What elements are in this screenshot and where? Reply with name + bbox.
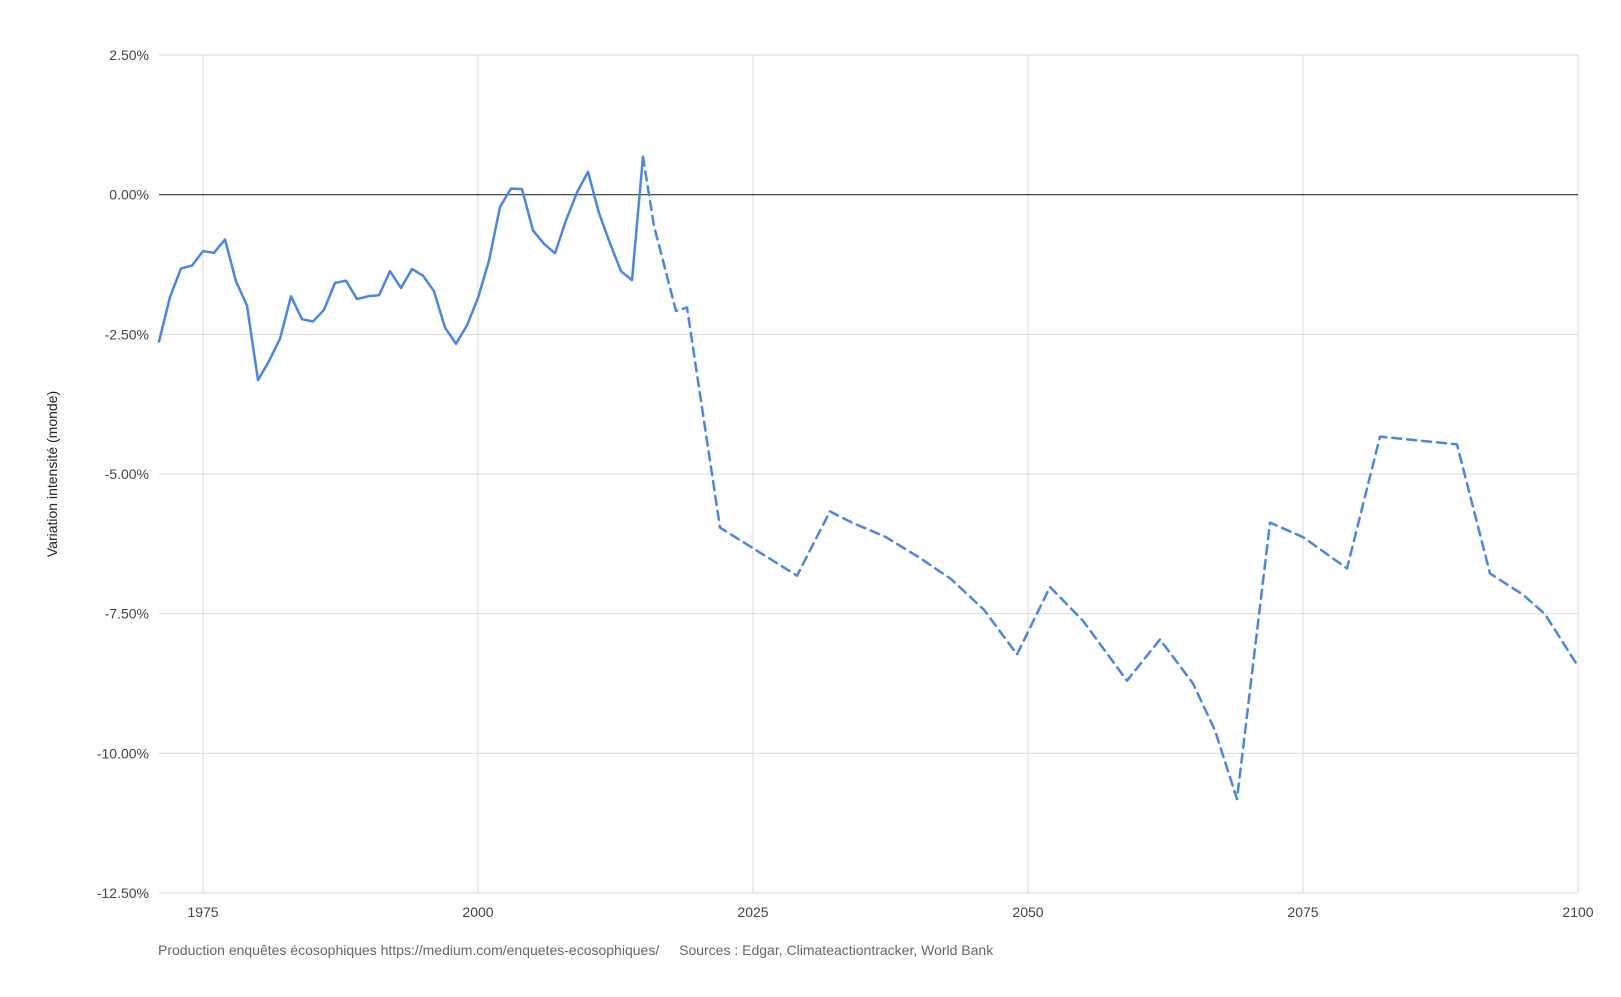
data-point <box>202 250 204 252</box>
x-tick-label: 2025 <box>737 904 768 920</box>
data-point <box>675 310 677 312</box>
data-point <box>983 609 985 611</box>
data-point <box>587 171 589 173</box>
data-point <box>1159 639 1161 641</box>
y-tick-label: -5.00% <box>105 466 149 482</box>
data-point <box>1489 573 1491 575</box>
data-point <box>851 522 853 524</box>
data-point <box>1456 444 1458 446</box>
data-point <box>510 188 512 190</box>
x-tick-label: 2000 <box>462 904 493 920</box>
series-line-historical <box>157 155 645 382</box>
data-point <box>257 379 259 381</box>
data-point <box>1016 654 1018 656</box>
data-point <box>455 343 457 345</box>
y-tick-label: -12.50% <box>97 885 149 901</box>
data-point <box>301 318 303 320</box>
data-point <box>653 225 655 227</box>
x-tick-label: 2050 <box>1012 904 1043 920</box>
data-point <box>609 243 611 245</box>
x-tick-label: 1975 <box>187 904 218 920</box>
data-point <box>554 253 556 255</box>
data-point <box>1214 730 1216 732</box>
data-point <box>477 297 479 299</box>
data-point <box>1236 798 1238 800</box>
x-tick-label: 2075 <box>1287 904 1318 920</box>
data-point <box>180 268 182 270</box>
x-tick-label: 2100 <box>1562 904 1593 920</box>
data-point <box>411 268 413 270</box>
footer-production: Production enquêtes écosophiques https:/… <box>158 942 660 958</box>
data-point <box>312 321 314 323</box>
data-point <box>345 280 347 282</box>
data-point <box>950 578 952 580</box>
data-point <box>400 287 402 289</box>
data-point <box>224 239 226 241</box>
series-line-projection <box>641 155 1580 801</box>
data-point <box>1082 620 1084 622</box>
data-point <box>466 325 468 327</box>
data-point <box>532 230 534 232</box>
data-point <box>917 556 919 558</box>
data-point <box>1379 436 1381 438</box>
data-point <box>1577 665 1579 667</box>
data-point <box>1269 522 1271 524</box>
data-point <box>290 296 292 298</box>
y-tick-label: -2.50% <box>105 326 149 342</box>
data-point <box>884 536 886 538</box>
data-point <box>389 270 391 272</box>
data-point <box>631 279 633 281</box>
data-point <box>433 291 435 293</box>
footer-sources: Sources : Edgar, Climateactiontracker, W… <box>679 942 994 958</box>
data-point <box>543 243 545 245</box>
y-tick-label: 2.50% <box>109 47 149 63</box>
data-point <box>1192 683 1194 685</box>
data-point <box>444 327 446 329</box>
chart-footer: Production enquêtes écosophiques https:/… <box>158 942 993 958</box>
data-point <box>521 188 523 190</box>
data-point <box>213 252 215 254</box>
data-point <box>334 282 336 284</box>
data-point <box>279 338 281 340</box>
data-point <box>488 260 490 262</box>
data-point <box>323 309 325 311</box>
data-point <box>686 307 688 309</box>
data-point <box>565 220 567 222</box>
data-point <box>1346 568 1348 570</box>
data-point <box>576 192 578 194</box>
y-tick-label: 0.00% <box>109 187 149 203</box>
data-point <box>1302 536 1304 538</box>
y-tick-label: -7.50% <box>105 606 149 622</box>
data-point <box>1126 680 1128 682</box>
data-point <box>719 527 721 529</box>
y-axis-title: Variation intensité (monde) <box>44 391 60 557</box>
data-point <box>620 270 622 272</box>
data-point <box>598 212 600 214</box>
data-point <box>829 511 831 513</box>
data-point <box>378 294 380 296</box>
data-point <box>169 296 171 298</box>
data-point <box>642 156 644 158</box>
y-tick-label: -10.00% <box>97 745 149 761</box>
data-point <box>356 298 358 300</box>
data-point <box>191 265 193 267</box>
data-point <box>246 305 248 307</box>
data-point <box>235 281 237 283</box>
data-point <box>1049 586 1051 588</box>
data-point <box>422 275 424 277</box>
data-point <box>158 341 160 343</box>
data-point <box>499 206 501 208</box>
data-point <box>1522 594 1524 596</box>
data-point <box>796 575 798 577</box>
data-point <box>1544 613 1546 615</box>
data-point <box>367 296 369 298</box>
data-point <box>268 360 270 362</box>
